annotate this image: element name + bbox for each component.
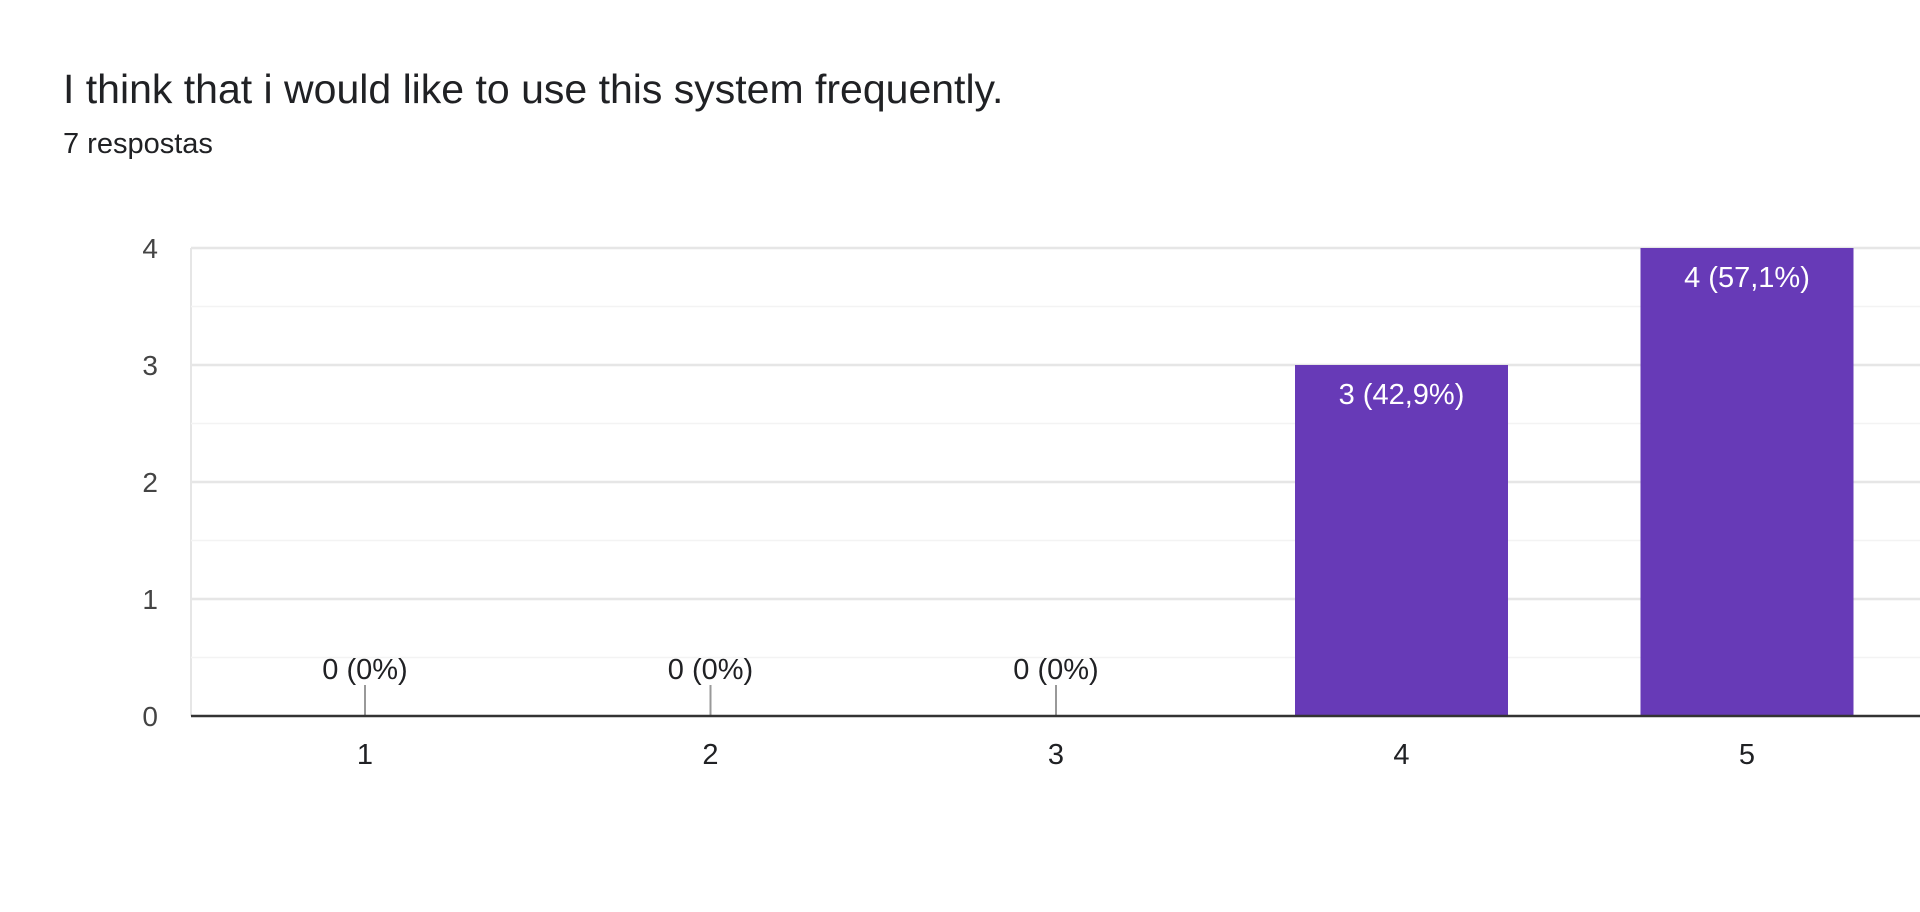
bar: [1295, 365, 1508, 716]
y-tick-label: 0: [142, 701, 158, 732]
x-tick-label: 3: [1048, 739, 1064, 771]
bar-data-label: 4 (57,1%): [1684, 262, 1810, 294]
grid: [190, 246, 1920, 716]
x-tick-label: 4: [1393, 739, 1409, 771]
x-tick-label: 1: [357, 739, 373, 771]
data-labels: 0 (0%) 0 (0%) 0 (0%) 3 (42,9%) 4 (57,1%): [322, 262, 1810, 686]
bars: [364, 248, 1854, 716]
bar: [1640, 248, 1854, 716]
y-tick-label: 3: [142, 350, 158, 381]
response-count: 7 respostas: [63, 128, 213, 160]
bar-data-label: 0 (0%): [1013, 654, 1098, 686]
y-tick-label: 1: [142, 584, 158, 615]
question-title: I think that i would like to use this sy…: [63, 66, 1004, 112]
y-tick-label: 2: [142, 467, 158, 498]
bar-data-label: 0 (0%): [668, 654, 753, 686]
axes: 0 1 2 3 4 1 2 3 4 5: [142, 233, 1920, 771]
y-tick-label: 4: [142, 233, 158, 264]
x-tick-label: 5: [1739, 739, 1755, 771]
x-tick-label: 2: [702, 739, 718, 771]
bar-data-label: 3 (42,9%): [1339, 379, 1465, 411]
bar-data-label: 0 (0%): [322, 654, 407, 686]
